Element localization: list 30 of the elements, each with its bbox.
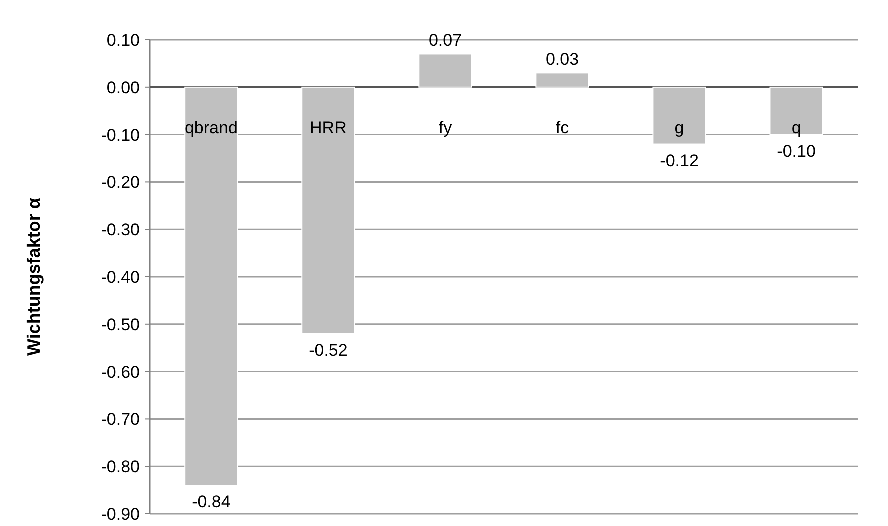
y-tick-label: -0.10 bbox=[101, 126, 140, 145]
y-axis-title: Wichtungsfaktor α bbox=[24, 198, 44, 356]
x-tick-label: fc bbox=[556, 118, 570, 138]
data-label: -0.10 bbox=[777, 142, 816, 161]
x-tick-label: g bbox=[674, 118, 684, 138]
data-label: 0.03 bbox=[546, 50, 580, 70]
y-tick-label: 0.10 bbox=[106, 30, 140, 50]
data-label: -0.52 bbox=[309, 340, 348, 360]
bar bbox=[302, 86, 356, 334]
y-tick-label: -0.30 bbox=[101, 220, 140, 240]
bar bbox=[652, 86, 706, 145]
data-label: -0.84 bbox=[192, 492, 231, 512]
y-tick-label: -0.90 bbox=[101, 504, 140, 524]
bar bbox=[418, 54, 472, 88]
bar bbox=[536, 72, 590, 88]
y-tick-label: -0.80 bbox=[101, 458, 140, 477]
x-tick-label: q bbox=[792, 118, 802, 138]
y-tick-label: -0.50 bbox=[101, 315, 140, 334]
bar bbox=[184, 86, 238, 486]
y-tick-label: -0.20 bbox=[101, 173, 140, 192]
bar bbox=[770, 86, 824, 136]
x-tick-label: fy bbox=[438, 118, 453, 138]
x-tick-label: HRR bbox=[310, 118, 347, 138]
y-tick-label: -0.60 bbox=[101, 362, 140, 382]
y-tick-label: -0.70 bbox=[101, 410, 140, 430]
data-label: 0.07 bbox=[428, 31, 462, 50]
x-tick-label: qbrand bbox=[184, 118, 238, 138]
y-tick-label: 0.00 bbox=[106, 78, 140, 98]
data-label: -0.12 bbox=[660, 151, 699, 170]
y-tick-label: -0.40 bbox=[101, 268, 140, 287]
